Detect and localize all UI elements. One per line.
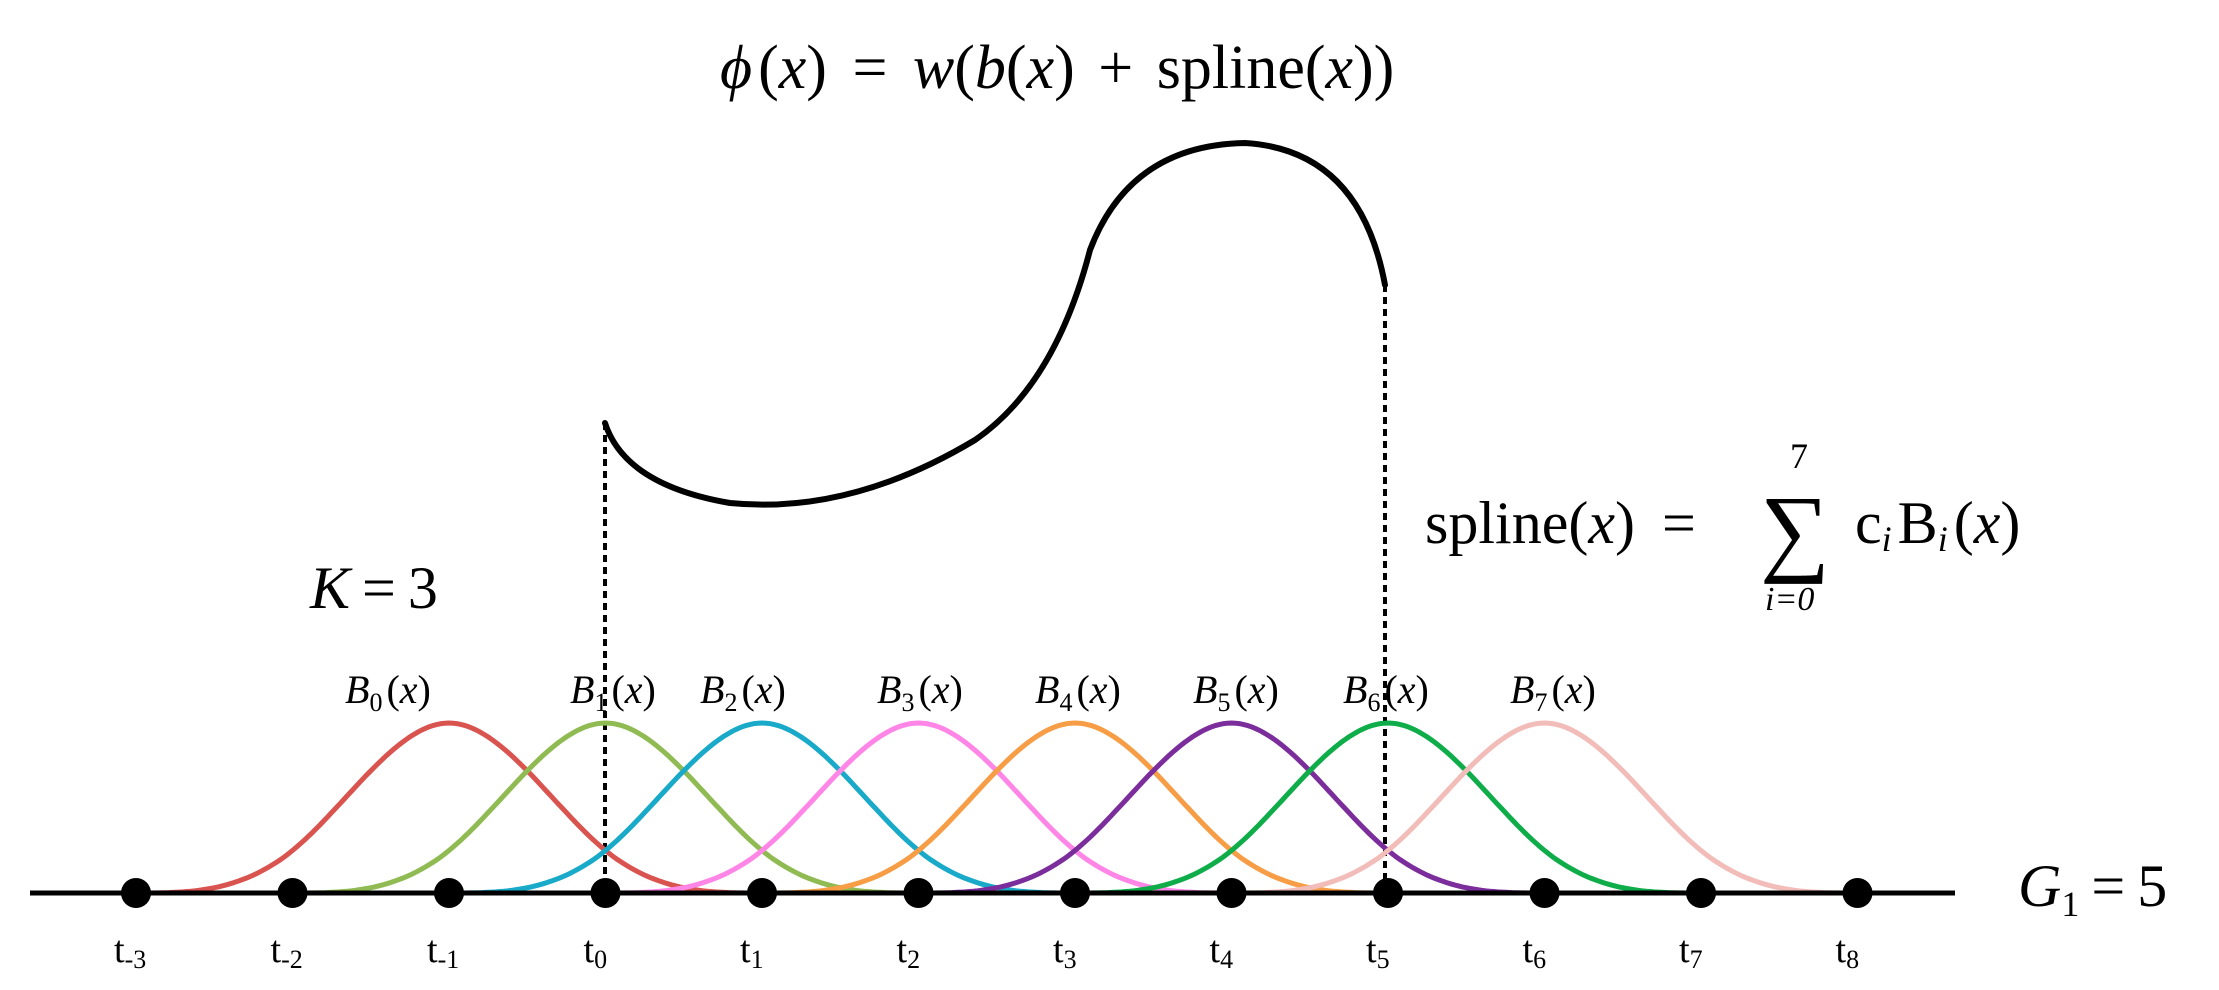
knot-label-1: t1 bbox=[740, 929, 764, 974]
knot-point-5 bbox=[1373, 878, 1403, 908]
basis-curve-b6 bbox=[1075, 720, 1701, 896]
basis-label-b7: B7 (x) bbox=[1510, 667, 1596, 717]
knot-point--2 bbox=[277, 878, 308, 908]
basis-labels: B0 (x) B1 (x) B2 (x) B3 (x) B4 (x) B5 (x) B6 (x) B7 (x) bbox=[345, 667, 1596, 717]
basis-curve-b1 bbox=[292, 720, 919, 896]
knot-label-6: t6 bbox=[1523, 929, 1547, 974]
basis-label-b2: B2 (x) bbox=[700, 667, 786, 717]
basis-curve-b0 bbox=[136, 720, 762, 896]
knot-point--3 bbox=[121, 878, 151, 908]
knot-label--3: t-3 bbox=[114, 929, 146, 974]
knot-points bbox=[121, 878, 1873, 908]
phi-formula: ϕ(x) = w(b(x) + spline(x)) bbox=[720, 34, 1394, 102]
knot-label-7: t7 bbox=[1679, 929, 1703, 974]
basis-curve-b4 bbox=[762, 720, 1388, 896]
basis-label-b1: B1 (x) bbox=[570, 667, 656, 717]
phi-base: b bbox=[975, 34, 1006, 102]
phi-curve bbox=[602, 139, 1388, 508]
sum-lower: i=0 bbox=[1765, 581, 1814, 618]
basis-label-b0: B0 (x) bbox=[345, 667, 431, 717]
basis-curve-b3 bbox=[605, 720, 1232, 896]
svg-text:spline(x) =: spline(x) = bbox=[1425, 490, 1696, 556]
basis-curve-b7 bbox=[1231, 720, 1858, 896]
knot-label--2: t-2 bbox=[271, 929, 303, 974]
grid-size-label: G1 = 5 bbox=[2018, 853, 2167, 924]
knot-label-4: t4 bbox=[1210, 929, 1234, 974]
phi-equals: = bbox=[852, 34, 887, 102]
knot-label-0: t0 bbox=[584, 929, 608, 974]
phi-weight: w bbox=[913, 34, 954, 102]
basis-curves bbox=[136, 720, 1858, 896]
knot-point--1 bbox=[434, 878, 464, 908]
knot-label-8: t8 bbox=[1836, 929, 1860, 974]
knot-point-4 bbox=[1216, 878, 1247, 908]
basis-label-b3: B3 (x) bbox=[877, 667, 963, 717]
phi-arg: x bbox=[778, 34, 807, 102]
phi-plus: + bbox=[1098, 34, 1133, 102]
knot-point-3 bbox=[1060, 878, 1090, 908]
knot-label-2: t2 bbox=[897, 929, 921, 974]
basis-curve-b5 bbox=[918, 720, 1545, 896]
spline-order-label: K = 3 bbox=[309, 555, 438, 621]
knot-label-3: t3 bbox=[1053, 929, 1077, 974]
knot-point-2 bbox=[903, 878, 934, 908]
basis-label-b6: B6 (x) bbox=[1343, 667, 1429, 717]
knot-point-1 bbox=[747, 878, 777, 908]
basis-label-b4: B4 (x) bbox=[1035, 667, 1121, 717]
knot-labels: t-3 t-2 t-1 t0 t1 t2 t3 t4 t5 t6 t7 t8 bbox=[114, 929, 1859, 974]
basis-curve-b2 bbox=[449, 720, 1075, 896]
knot-label--1: t-1 bbox=[427, 929, 459, 974]
knot-point-8 bbox=[1842, 878, 1873, 908]
knot-point-7 bbox=[1686, 878, 1716, 908]
svg-text:ϕ(x) = w(b(x): ϕ(x) = w(b(x) + spline(x)) bbox=[720, 34, 1394, 102]
sum-upper: 7 bbox=[1790, 436, 1808, 476]
knot-point-6 bbox=[1529, 878, 1560, 908]
phi-spline: spline bbox=[1157, 34, 1305, 102]
sum-symbol: ∑ bbox=[1760, 477, 1830, 585]
basis-label-b5: B5 (x) bbox=[1193, 667, 1279, 717]
spline-sum-formula: spline(x) = ∑ 7 i=0 ci Bi (x) bbox=[1425, 436, 2020, 618]
knot-label-5: t5 bbox=[1366, 929, 1390, 974]
phi-symbol: ϕ bbox=[720, 34, 752, 102]
knot-point-0 bbox=[590, 878, 621, 908]
